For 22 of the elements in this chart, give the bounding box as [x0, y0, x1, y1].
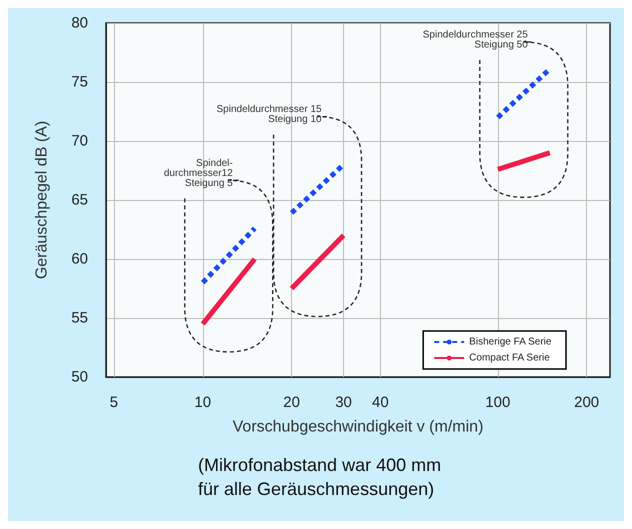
y-tick-label: 65	[71, 192, 88, 208]
y-tick-label: 70	[71, 132, 88, 150]
annotation: Spindeldurchmesser 15 Steigung 10	[216, 104, 322, 126]
x-tick-label: 20	[283, 394, 300, 411]
legend-label: Bisherige FA Serie	[469, 336, 552, 348]
annotation: Spindel- durchmesser12 Steigung 5	[164, 158, 234, 189]
y-tick-label: 80	[71, 14, 88, 32]
x-tick-label: 40	[372, 394, 389, 411]
y-tick-label: 50	[71, 368, 88, 386]
legend-label: Compact FA Serie	[469, 352, 550, 364]
x-tick-label: 200	[574, 394, 600, 411]
x-tick-label: 30	[335, 394, 352, 411]
x-axis-title: Vorschubgeschwindigkeit v (m/min)	[232, 418, 484, 436]
x-tick-label: 5	[110, 394, 118, 411]
y-tick-label: 55	[71, 310, 88, 326]
y-tick-label: 60	[71, 250, 88, 268]
y-axis-title: Geräuschpegel dB (A)	[34, 120, 50, 280]
annotation: Spindeldurchmesser 25 Steigung 50	[422, 30, 528, 50]
text: (Mikrofonabstand war 400 mm für alle Geräuschmessungen)	[198, 455, 442, 499]
x-tick-label: 10	[194, 394, 212, 411]
x-tick-label: 100	[485, 394, 510, 411]
y-tick-label: 75	[71, 74, 88, 90]
